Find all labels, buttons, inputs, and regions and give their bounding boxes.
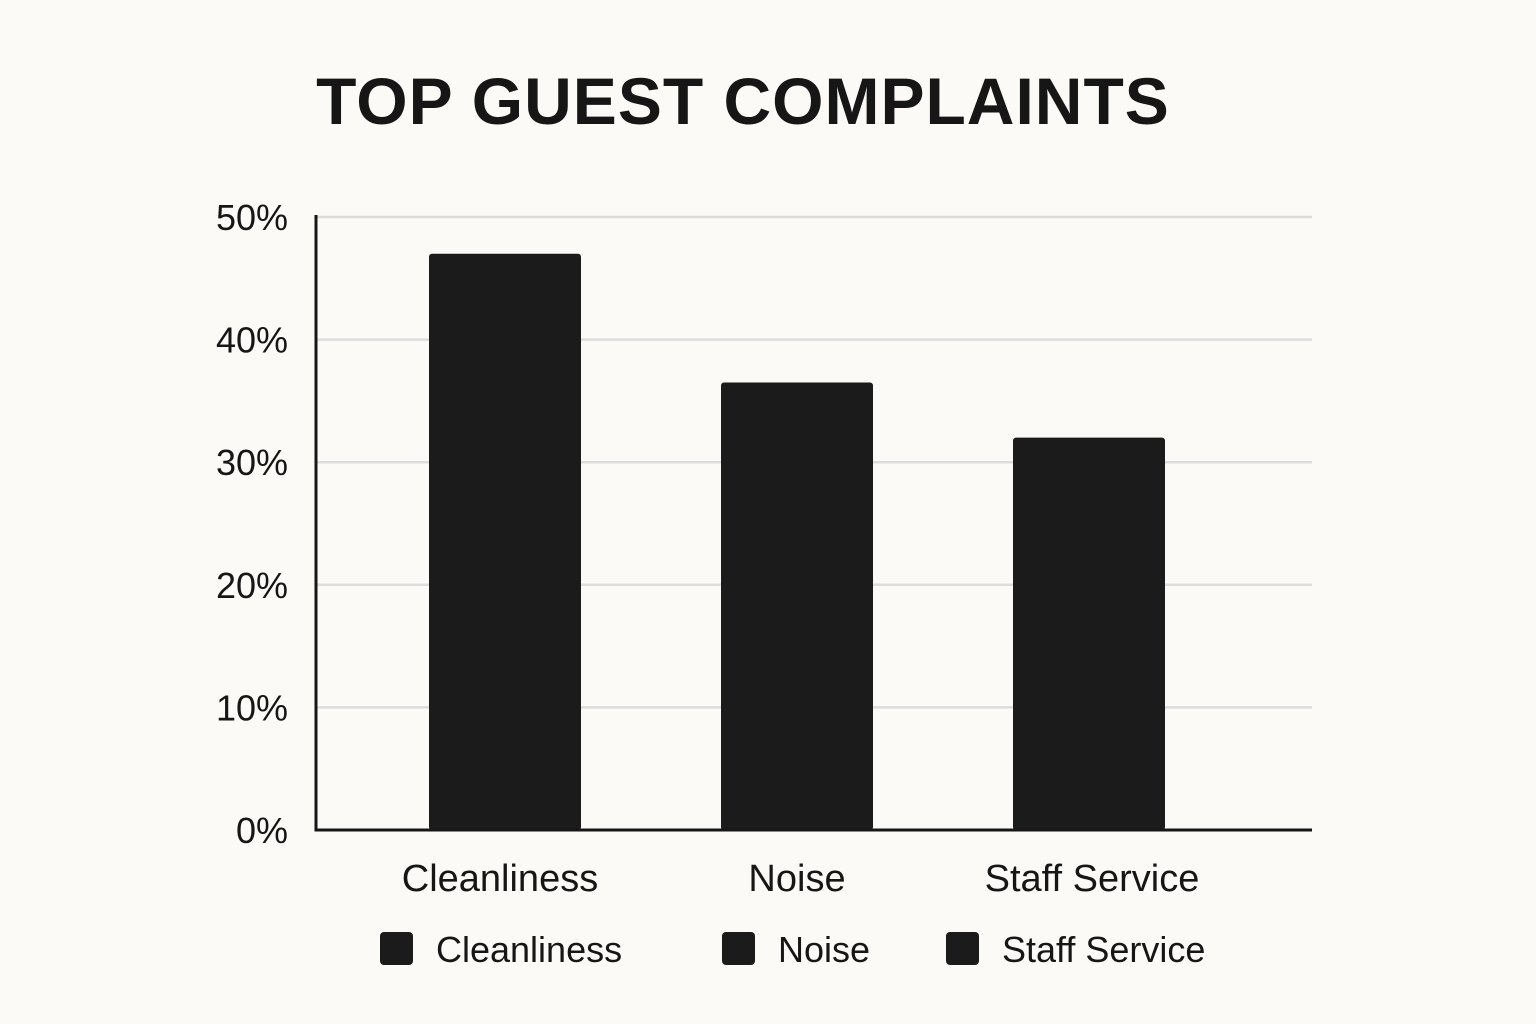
bar-cleanliness (429, 253, 581, 830)
y-tick-label: 40% (216, 320, 288, 361)
legend-label: Cleanliness (436, 929, 622, 970)
y-tick-label: 50% (216, 197, 288, 238)
x-category-label: Noise (748, 858, 845, 900)
x-category-label: Cleanliness (402, 858, 598, 900)
legend-label: Noise (778, 929, 870, 970)
bar-noise (721, 382, 873, 830)
legend-swatch (380, 932, 413, 965)
legend-swatch (722, 932, 755, 965)
legend-swatch (946, 932, 979, 965)
bar-staff-service (1013, 437, 1165, 830)
chart-title: TOP GUEST COMPLAINTS (316, 64, 1170, 138)
y-axis-ticks: 0% 10% 20% 30% 40% 50% (216, 197, 288, 851)
legend: Cleanliness Noise Staff Service (380, 929, 1205, 970)
x-category-label: Staff Service (985, 858, 1200, 900)
bars (429, 253, 1165, 830)
y-tick-label: 0% (236, 810, 288, 851)
axes (314, 215, 1312, 832)
y-tick-label: 30% (216, 442, 288, 483)
legend-label: Staff Service (1002, 929, 1205, 970)
y-tick-label: 20% (216, 565, 288, 606)
x-axis-categories: Cleanliness Noise Staff Service (402, 858, 1200, 900)
y-tick-label: 10% (216, 687, 288, 728)
